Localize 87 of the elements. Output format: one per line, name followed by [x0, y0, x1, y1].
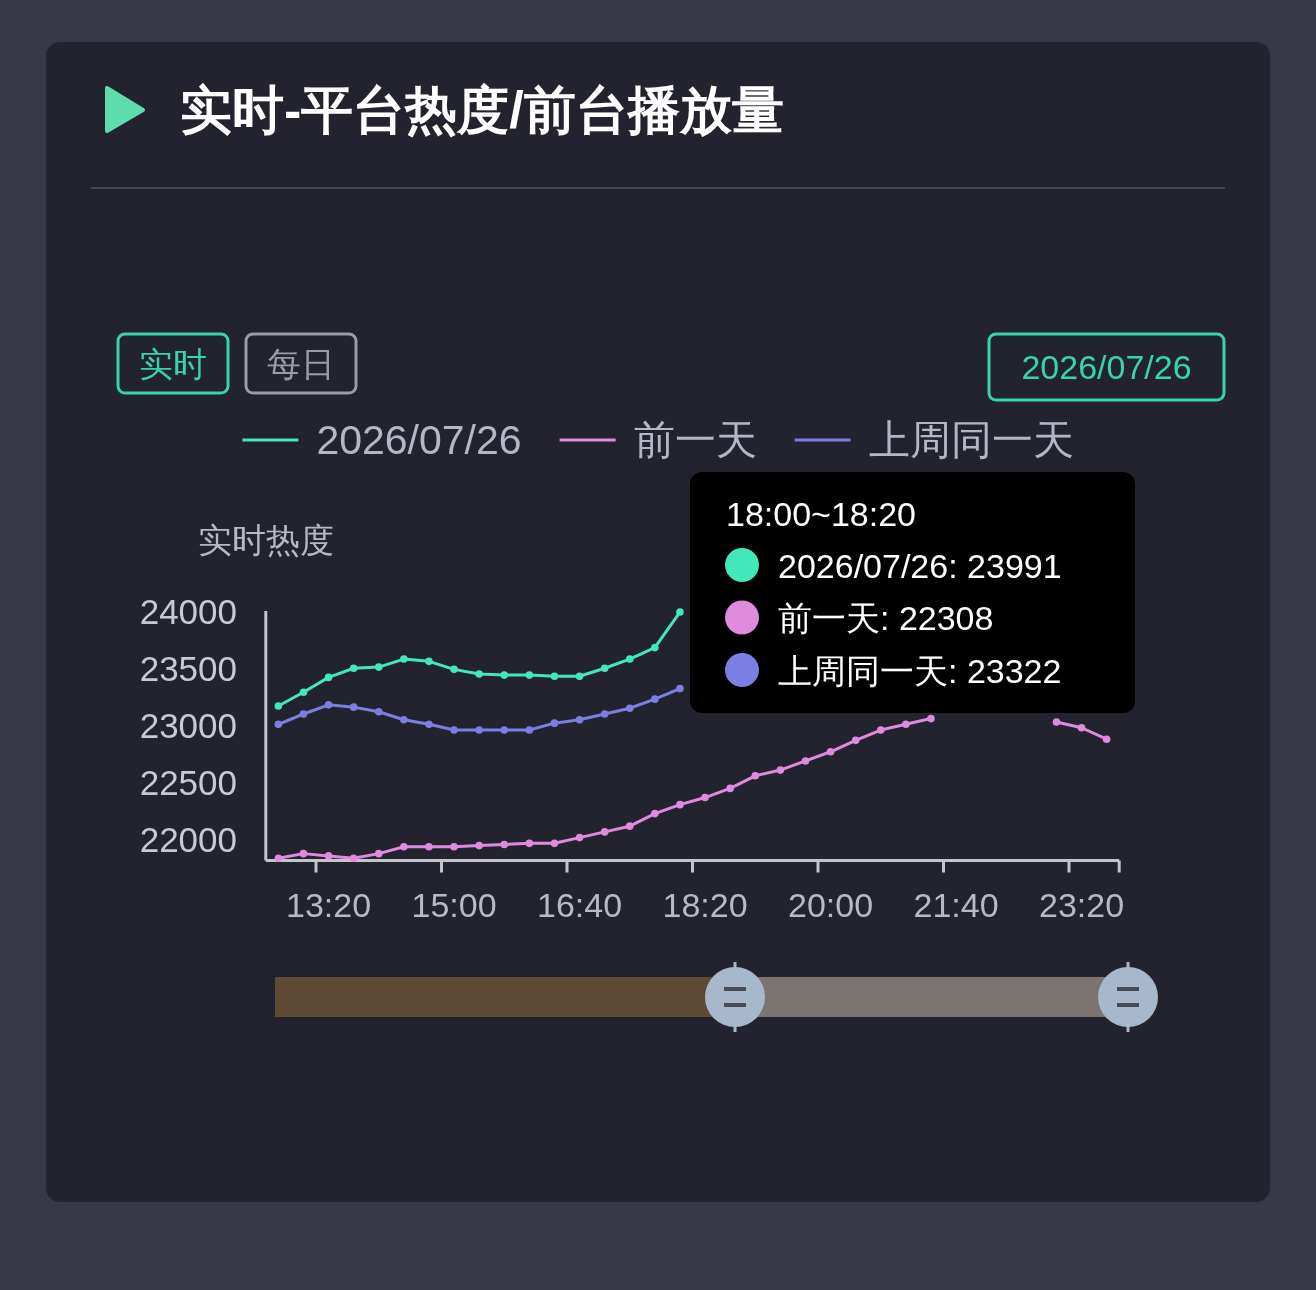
y-axis-title: 实时热度	[197, 521, 334, 559]
point	[324, 852, 333, 860]
point	[801, 757, 810, 765]
point	[500, 671, 509, 679]
y-tick-label: 22500	[139, 763, 237, 803]
point	[1102, 735, 1111, 743]
point	[575, 715, 584, 724]
point	[676, 684, 684, 693]
annotation: 上周同一天: 23322	[778, 651, 1062, 690]
point	[876, 726, 885, 734]
x-tick-label: 16:40	[537, 886, 623, 924]
point	[826, 747, 835, 756]
point	[374, 663, 383, 671]
point	[625, 822, 634, 830]
point	[751, 772, 760, 780]
point	[600, 664, 609, 673]
legend-label: 上周同一天	[868, 417, 1074, 463]
point	[525, 839, 534, 848]
point	[450, 726, 458, 734]
point	[324, 673, 333, 682]
y-tick-label: 24000	[139, 591, 237, 631]
point	[400, 655, 408, 663]
point	[651, 809, 659, 818]
point	[299, 710, 308, 718]
point	[475, 726, 483, 734]
point	[625, 704, 634, 713]
x-tick-label: 20:00	[788, 886, 874, 924]
point	[1052, 718, 1061, 726]
point	[726, 784, 734, 793]
point	[1077, 723, 1086, 732]
point	[425, 842, 433, 851]
point	[450, 842, 458, 851]
x-tick-label: 13:20	[286, 886, 372, 924]
point	[374, 707, 383, 716]
text: 每日	[267, 344, 335, 383]
point	[349, 703, 358, 711]
point	[274, 720, 283, 729]
y-tick-label: 23500	[139, 648, 237, 688]
annotation: 前一天: 22308	[778, 599, 994, 637]
y-tick-label: 22000	[139, 820, 237, 860]
point	[450, 665, 458, 674]
point	[525, 671, 534, 679]
x-tick-label: 18:20	[662, 886, 748, 924]
x-tick-label: 23:20	[1039, 886, 1125, 924]
point	[701, 793, 709, 802]
point	[676, 608, 684, 616]
tooltip: 18:00~18:20 2026/07/26: 23991 前一天: 22308 上周同一天: 23322	[690, 472, 1135, 713]
point	[550, 839, 559, 848]
point	[776, 766, 785, 774]
point	[374, 849, 383, 858]
point	[425, 657, 433, 666]
point	[400, 842, 408, 851]
text: 2026/07/26	[1021, 348, 1192, 386]
point	[400, 715, 408, 724]
x-tick-label: 15:00	[411, 886, 497, 924]
point	[500, 726, 509, 734]
point	[625, 655, 634, 663]
text: 实时	[139, 344, 207, 383]
point	[851, 736, 860, 745]
point	[274, 854, 283, 863]
point	[902, 720, 910, 729]
point	[575, 833, 584, 842]
point	[274, 702, 283, 710]
point	[299, 688, 308, 697]
chart-title: 实时-平台热度/前台播放量	[180, 81, 784, 139]
x-tick-label: 21:40	[913, 886, 999, 924]
point	[651, 643, 659, 652]
point	[349, 854, 358, 863]
point	[676, 800, 684, 809]
point	[600, 828, 609, 836]
point	[425, 720, 433, 729]
point	[525, 726, 534, 734]
point	[575, 672, 584, 681]
point	[927, 714, 935, 723]
point	[600, 710, 609, 718]
point	[475, 670, 483, 678]
point	[651, 695, 659, 703]
legend-label: 前一天	[633, 417, 757, 463]
point	[550, 672, 559, 681]
point	[299, 849, 308, 858]
point	[475, 841, 483, 850]
point	[324, 701, 333, 709]
point	[550, 719, 559, 727]
point	[349, 664, 358, 673]
point	[500, 840, 509, 849]
legend-label: 2026/07/26	[316, 417, 522, 463]
y-tick-label: 23000	[139, 705, 237, 745]
